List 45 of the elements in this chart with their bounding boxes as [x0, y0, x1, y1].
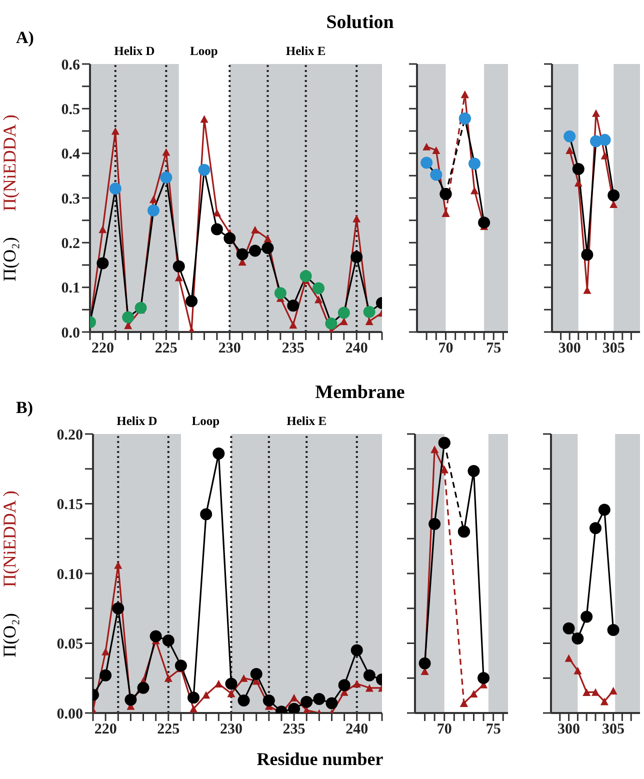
- x-tick-label: 305: [602, 340, 625, 357]
- y-tick-label: 0.1: [61, 280, 80, 297]
- text: Π(O₂): [0, 237, 20, 282]
- x-tick-label: 305: [602, 722, 625, 738]
- x-tick-label: 230: [218, 340, 241, 357]
- band-label: Helix E: [286, 414, 327, 429]
- x-tick-label: 300: [558, 722, 580, 738]
- y-tick-label: 0.2: [61, 236, 80, 252]
- x-tick-label: 70: [438, 340, 454, 357]
- y-tick-label: 0.15: [56, 497, 83, 514]
- y-tick-label: 0.5: [61, 102, 80, 118]
- x-tick-label: 235: [282, 340, 304, 357]
- y-tick-label: 0.00: [56, 706, 83, 722]
- x-tick-label: 240: [346, 722, 368, 738]
- x-tick-label: 220: [94, 722, 117, 738]
- x-tick-label: 240: [345, 340, 368, 357]
- y-tick-label: 0.20: [56, 427, 83, 444]
- text: Π(NiEDDA ): [0, 490, 20, 587]
- x-axis-title: Residue number: [256, 749, 384, 770]
- band-label: Helix E: [286, 44, 326, 59]
- text: Loop: [190, 44, 218, 59]
- x-tick-label: 300: [558, 340, 581, 357]
- y-tick-label: 0.4: [61, 146, 80, 163]
- text: Π(O₂): [0, 612, 20, 657]
- y-tick-label: 0.3: [61, 191, 80, 208]
- y-tick-label: 0.0: [61, 325, 80, 342]
- x-tick-label: 225: [157, 722, 180, 738]
- text: B): [16, 398, 33, 418]
- x-tick-label: 70: [436, 722, 452, 738]
- x-tick-label: 220: [91, 340, 114, 357]
- text: Loop: [192, 414, 220, 429]
- x-tick-label: 225: [154, 340, 178, 357]
- band-label: Helix D: [116, 414, 158, 429]
- y-tick-label: 0.6: [61, 57, 80, 74]
- band-label: Helix D: [114, 44, 155, 59]
- text: Π(NiEDDA ): [0, 114, 20, 212]
- chart-title: Membrane: [315, 382, 405, 404]
- y-tick-label: 0.05: [56, 636, 83, 653]
- text: A): [16, 28, 34, 48]
- x-tick-label: 230: [220, 722, 242, 738]
- y-tick-label: 0.10: [56, 566, 83, 583]
- x-tick-label: 75: [486, 340, 502, 357]
- chart-title: Solution: [326, 12, 394, 34]
- x-tick-label: 75: [486, 722, 501, 738]
- x-tick-label: 235: [282, 722, 306, 738]
